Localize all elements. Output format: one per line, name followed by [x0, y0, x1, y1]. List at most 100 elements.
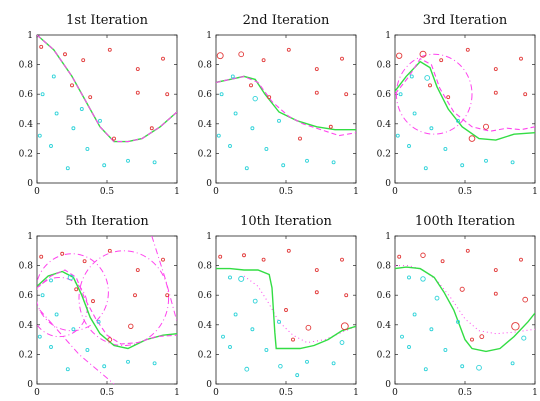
- data-point-red: [483, 123, 490, 130]
- data-point-cyan: [228, 275, 232, 280]
- data-point-red: [298, 136, 302, 141]
- solid-boundary: [216, 75, 356, 131]
- data-point-cyan: [221, 334, 225, 339]
- data-point-cyan: [126, 158, 130, 163]
- data-point-cyan: [476, 364, 482, 371]
- data-point-cyan: [40, 293, 45, 298]
- plot-area-frame: [394, 235, 536, 385]
- plot-content: [216, 248, 356, 378]
- plot-content: [395, 248, 535, 372]
- x-tick-label: 0: [34, 187, 40, 197]
- data-point-red: [165, 293, 170, 298]
- plot-area-frame: [36, 235, 178, 385]
- data-point-cyan: [49, 278, 53, 283]
- chart-title: 1st Iteration: [66, 13, 149, 28]
- data-point-cyan: [51, 74, 56, 79]
- dashed-boundary: [395, 57, 535, 132]
- y-tick-label: 1: [27, 31, 33, 41]
- data-point-red: [519, 56, 523, 61]
- data-point-cyan: [244, 366, 250, 372]
- data-point-cyan: [65, 166, 70, 171]
- data-point-red: [161, 257, 165, 262]
- data-point-red: [439, 58, 444, 63]
- data-point-red: [314, 290, 319, 295]
- data-point-cyan: [244, 166, 249, 171]
- data-point-red: [465, 47, 470, 52]
- data-point-cyan: [250, 126, 255, 131]
- data-point-red: [286, 47, 291, 52]
- data-point-red: [39, 44, 44, 49]
- chart-panel-4: 5th Iteration 0 0.2 0.4 0.6 0.8 1 0 0.5 1: [19, 214, 180, 398]
- data-point-cyan: [420, 276, 426, 282]
- data-point-cyan: [423, 166, 428, 171]
- plot-content: [37, 236, 177, 384]
- data-point-cyan: [277, 118, 281, 123]
- data-point-cyan: [219, 92, 224, 97]
- data-point-cyan: [65, 367, 70, 372]
- y-tick-label: 1: [27, 232, 33, 242]
- chart-title: 5th Iteration: [65, 214, 149, 229]
- data-point-red: [107, 47, 112, 52]
- data-point-cyan: [228, 345, 232, 349]
- y-tick-label: 0: [385, 380, 391, 390]
- y-tick-label: 0.4: [19, 321, 34, 331]
- data-point-red: [314, 268, 319, 272]
- data-point-cyan: [96, 319, 101, 324]
- data-point-red: [107, 248, 112, 253]
- data-point-red: [81, 58, 86, 63]
- data-point-red: [522, 296, 529, 303]
- x-tick-label: 0: [213, 187, 219, 197]
- data-point-cyan: [54, 312, 59, 317]
- data-point-cyan: [434, 295, 440, 301]
- data-point-red: [344, 293, 349, 298]
- data-point-cyan: [71, 327, 76, 332]
- data-point-cyan: [54, 111, 59, 116]
- dashed-line-boundary: [151, 236, 177, 322]
- data-point-red: [396, 52, 403, 59]
- data-point-red: [428, 83, 432, 88]
- chart-panel-1: 1st Iteration 0 0.2 0.4 0.6 0.8 1 0 0.5 1: [19, 13, 180, 197]
- dashed-boundary: [37, 35, 177, 143]
- data-point-red: [344, 92, 349, 97]
- data-point-cyan: [37, 133, 42, 138]
- data-point-red: [459, 286, 465, 292]
- data-point-red: [286, 248, 291, 253]
- x-tick-label: 0.5: [100, 187, 115, 197]
- plot-content: [216, 47, 356, 171]
- data-point-cyan: [460, 163, 465, 168]
- data-point-red: [112, 136, 116, 141]
- data-point-cyan: [85, 147, 90, 151]
- chart-panel-2: 2nd Iteration 0 0.2 0.4 0.6 0.8 1 0 0.5 1: [198, 13, 359, 197]
- data-point-cyan: [400, 334, 404, 339]
- data-point-cyan: [216, 133, 221, 138]
- y-tick-label: 1: [206, 232, 212, 242]
- data-point-red: [314, 67, 319, 71]
- data-point-cyan: [407, 144, 411, 148]
- x-tick-label: 0: [392, 388, 398, 398]
- y-tick-label: 1: [385, 31, 391, 41]
- data-point-cyan: [102, 163, 107, 168]
- y-tick-label: 0: [206, 179, 212, 189]
- data-point-red: [419, 50, 427, 58]
- dashed-circle-boundary: [37, 253, 109, 332]
- y-tick-label: 0.8: [19, 262, 34, 272]
- chart-panel-5: 10th Iteration 0 0.2 0.4 0.6 0.8 1 0 0.5 1: [198, 214, 359, 398]
- x-tick-label: 0: [392, 187, 398, 197]
- data-point-cyan: [37, 334, 42, 339]
- data-point-red: [446, 95, 451, 100]
- data-point-cyan: [238, 275, 245, 282]
- plot-area-frame: [215, 235, 357, 385]
- data-point-cyan: [423, 367, 428, 372]
- x-tick-label: 1: [532, 388, 538, 398]
- x-tick-label: 0.5: [279, 388, 294, 398]
- data-point-red: [63, 52, 67, 57]
- x-tick-label: 1: [532, 187, 538, 197]
- y-tick-label: 0.2: [377, 149, 391, 159]
- data-point-red: [70, 83, 74, 88]
- y-tick-label: 0.4: [198, 321, 213, 331]
- data-point-cyan: [331, 160, 336, 165]
- y-tick-label: 0.6: [377, 90, 392, 100]
- y-tick-label: 0.2: [198, 149, 212, 159]
- data-point-red: [165, 92, 170, 97]
